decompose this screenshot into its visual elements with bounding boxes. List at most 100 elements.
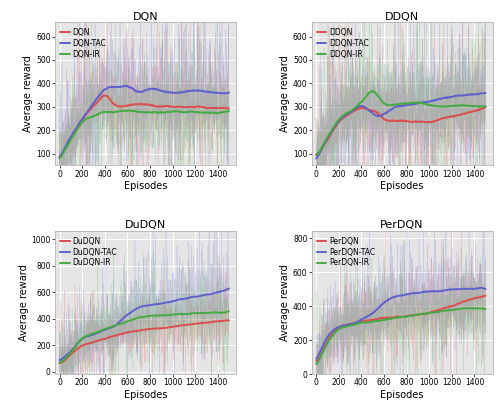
DuDQN-IR [76,339,82,344]
DQN-TAC [153,87,159,92]
DuDQN-IR [135,315,141,320]
PerDQN-TAC [482,287,488,292]
PerDQN-TAC [388,296,394,301]
Line: DDQN: DDQN [316,107,486,155]
PerDQN-TAC [326,332,332,337]
DQN-IR [132,109,138,114]
DuDQN-TAC [135,306,141,310]
PerDQN-TAC [333,326,339,330]
DQN [102,93,107,98]
Line: PerDQN: PerDQN [316,296,486,361]
PerDQN [388,315,394,320]
Line: DuDQN: DuDQN [60,320,229,363]
DuDQN-TAC [226,286,232,291]
DQN-TAC [76,120,82,125]
Title: PerDQN: PerDQN [380,220,424,231]
DQN-TAC [135,89,141,94]
Legend: DDQN, DDQN-TAC, DDQN-IR: DDQN, DDQN-TAC, DDQN-IR [316,26,370,60]
DQN [70,133,75,137]
DQN-IR [135,109,141,114]
Line: DuDQN-IR: DuDQN-IR [60,311,229,363]
DDQN [410,119,416,124]
DuDQN [128,329,134,334]
DuDQN-IR [56,360,62,365]
DDQN-IR [385,103,391,108]
PerDQN-TAC [392,294,398,299]
DuDQN-TAC [153,302,159,307]
Line: DuDQN-TAC: DuDQN-TAC [60,288,229,360]
Title: DuDQN: DuDQN [125,220,166,231]
Y-axis label: Average reward: Average reward [280,264,290,341]
Legend: DuDQN, DuDQN-TAC, DuDQN-IR: DuDQN, DuDQN-TAC, DuDQN-IR [59,235,118,269]
Line: PerDQN-TAC: PerDQN-TAC [316,288,486,359]
DDQN-IR [333,121,339,126]
DQN-IR [56,156,62,161]
DDQN-IR [482,104,488,109]
DuDQN-IR [153,313,159,318]
DuDQN-IR [70,348,75,353]
Y-axis label: Average reward: Average reward [24,56,34,133]
DDQN [392,119,398,124]
DuDQN [132,328,138,333]
PerDQN-TAC [478,285,484,290]
PerDQN [333,327,339,332]
DuDQN [226,318,232,323]
DuDQN-TAC [132,307,138,312]
PerDQN-IR [392,316,398,321]
DQN-TAC [128,85,134,90]
Y-axis label: Average reward: Average reward [280,56,290,133]
DDQN [385,118,391,123]
DDQN [388,118,394,123]
DQN-IR [153,110,159,115]
Title: DDQN: DDQN [385,12,419,22]
DuDQN [153,326,159,331]
DQN [56,154,62,159]
DDQN [333,123,339,128]
DDQN-TAC [313,156,319,161]
DDQN-IR [388,103,394,108]
Line: PerDQN-IR: PerDQN-IR [316,308,486,364]
PerDQN [313,359,319,364]
PerDQN-IR [385,317,391,321]
DuDQN-TAC [70,347,75,352]
DDQN-TAC [392,105,398,110]
DDQN-TAC [410,102,416,107]
PerDQN [392,315,398,319]
DQN [132,102,138,107]
Line: DDQN-IR: DDQN-IR [316,91,486,155]
DuDQN-TAC [128,310,134,315]
DQN [76,121,82,126]
DuDQN [70,350,75,355]
DQN-TAC [123,83,129,88]
PerDQN-TAC [313,356,319,361]
DuDQN [226,318,232,323]
X-axis label: Episodes: Episodes [124,182,167,191]
Legend: DQN, DQN-TAC, DQN-IR: DQN, DQN-TAC, DQN-IR [59,26,108,60]
Line: DQN: DQN [60,96,229,156]
DuDQN [135,328,141,333]
DDQN-TAC [385,109,391,114]
DQN-TAC [70,131,75,136]
Line: DQN-IR: DQN-IR [60,110,229,158]
X-axis label: Episodes: Episodes [380,182,424,191]
DDQN-IR [410,100,416,105]
DuDQN-IR [226,309,232,314]
PerDQN [326,336,332,341]
DDQN [326,135,332,139]
PerDQN-TAC [385,297,391,302]
DuDQN-IR [128,317,134,322]
PerDQN-IR [388,316,394,321]
PerDQN-IR [482,307,488,312]
DQN-IR [76,124,82,128]
DQN-TAC [56,155,62,160]
PerDQN-IR [410,313,416,318]
Y-axis label: Average reward: Average reward [18,264,28,341]
PerDQN-IR [313,362,319,366]
X-axis label: Episodes: Episodes [124,390,167,400]
PerDQN-IR [462,306,468,310]
DuDQN-TAC [76,339,82,344]
DuDQN-IR [226,309,232,314]
Line: DDQN-TAC: DDQN-TAC [316,93,486,159]
PerDQN-IR [333,329,339,334]
DDQN [313,152,319,157]
